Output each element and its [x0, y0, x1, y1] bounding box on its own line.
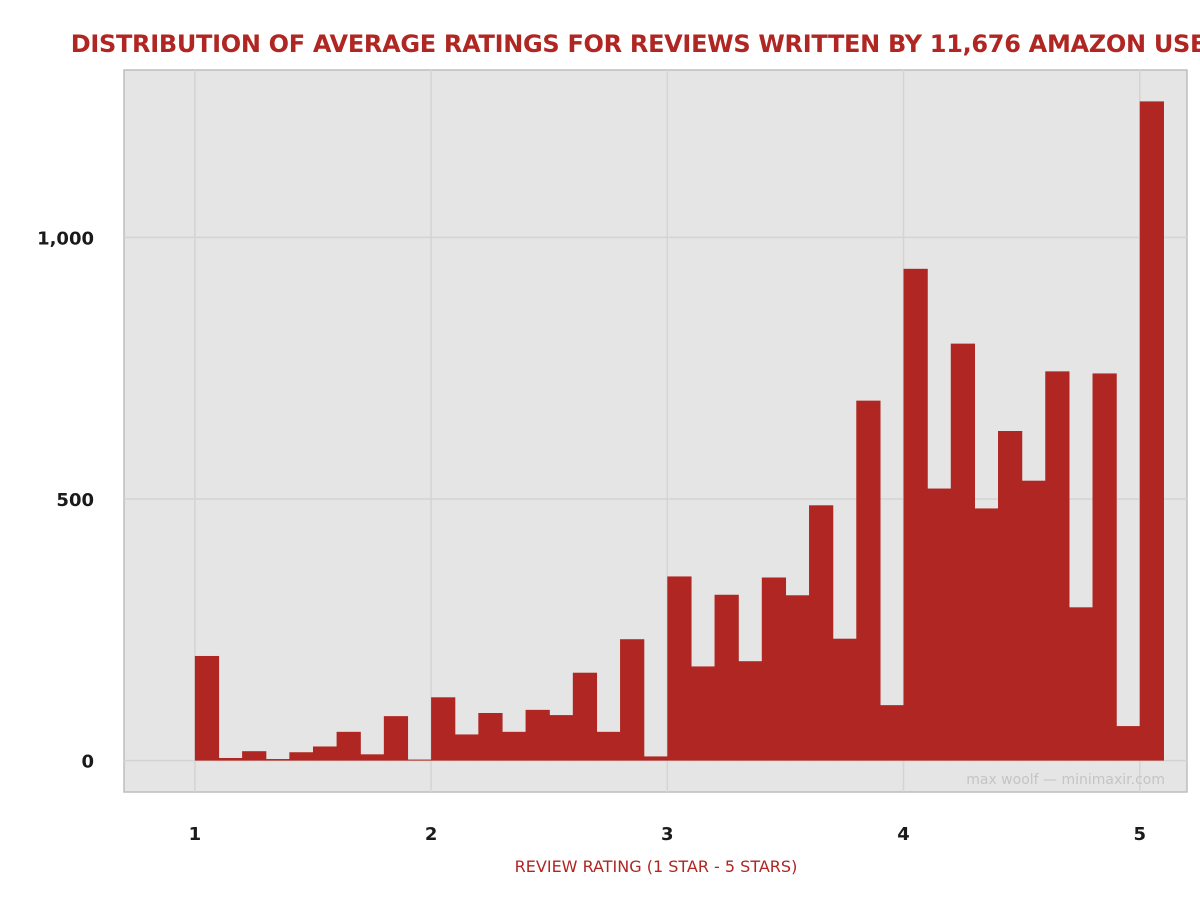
x-tick-label: 4	[897, 824, 910, 845]
histogram-bar	[549, 715, 574, 761]
histogram-bar	[218, 757, 243, 761]
histogram-bar	[525, 709, 550, 761]
histogram-bar	[950, 343, 975, 761]
histogram-bar	[1045, 371, 1070, 761]
histogram-bar	[974, 508, 999, 761]
histogram-bar	[856, 400, 881, 761]
x-tick-label: 3	[661, 824, 674, 845]
histogram-bars	[194, 101, 1164, 761]
histogram-bar	[738, 661, 763, 761]
histogram-bar	[761, 577, 787, 761]
y-tick-label: 500	[56, 490, 94, 511]
histogram-bar	[785, 595, 810, 761]
histogram-bar	[809, 505, 834, 761]
histogram-bar	[1092, 373, 1117, 761]
y-tick-label: 1,000	[37, 228, 94, 249]
histogram-bar	[194, 655, 220, 761]
histogram-bar	[714, 594, 739, 761]
y-tick-label: 0	[81, 752, 94, 773]
histogram-bar	[265, 759, 290, 761]
histogram-bar	[431, 697, 456, 761]
histogram-bar	[383, 716, 409, 761]
histogram-bar	[690, 666, 716, 761]
histogram-bar	[336, 731, 361, 761]
chart-title: DISTRIBUTION OF AVERAGE RATINGS FOR REVI…	[71, 30, 1200, 58]
histogram-bar	[998, 431, 1023, 761]
histogram-bar	[643, 756, 668, 761]
histogram-bar	[1116, 726, 1141, 761]
credit-text: max woolf — minimaxir.com	[966, 772, 1165, 788]
histogram-bar	[242, 751, 267, 761]
histogram-bar	[667, 576, 692, 761]
histogram-bar	[312, 746, 338, 761]
histogram-bar	[501, 731, 527, 761]
x-axis-label: REVIEW RATING (1 STAR - 5 STARS)	[515, 857, 798, 876]
histogram-bar	[596, 731, 621, 761]
histogram-bar	[289, 752, 314, 761]
histogram-bar	[620, 639, 645, 761]
histogram-bar	[903, 268, 928, 761]
histogram-bar	[478, 712, 503, 761]
x-tick-label: 1	[189, 824, 202, 845]
histogram-bar	[879, 705, 905, 761]
histogram-bar	[832, 638, 857, 761]
y-axis-ticks: 0 500 1,000	[37, 228, 94, 772]
histogram-bar	[407, 759, 432, 761]
x-axis-ticks: 1 2 3 4 5	[189, 824, 1146, 845]
histogram-bar	[1139, 101, 1164, 761]
x-tick-label: 2	[425, 824, 438, 845]
histogram-bar	[1021, 480, 1046, 761]
histogram-bar	[360, 754, 385, 761]
histogram-bar	[454, 734, 479, 761]
histogram-bar	[572, 672, 598, 761]
x-tick-label: 5	[1133, 824, 1146, 845]
histogram-bar	[1068, 607, 1094, 761]
histogram-bar	[927, 488, 952, 761]
